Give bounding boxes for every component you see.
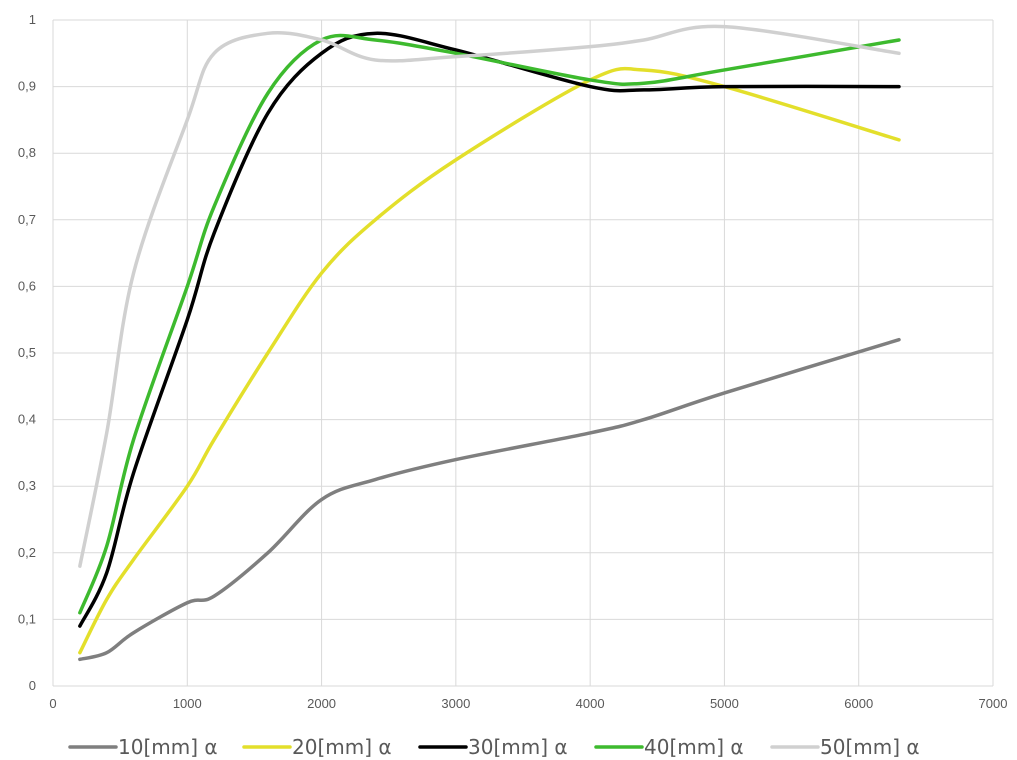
series-line-3	[78, 31, 901, 628]
legend-item-5: 50[mm] α	[770, 735, 920, 759]
y-tick-label: 0,2	[18, 545, 36, 560]
series-line-2	[78, 66, 901, 655]
x-tick-label: 6000	[844, 696, 873, 711]
y-tick-label: 0,5	[18, 345, 36, 360]
legend-label: 30[mm] α	[468, 735, 568, 759]
legend-item-2: 20[mm] α	[242, 735, 392, 759]
y-tick-label: 0,9	[18, 79, 36, 94]
legend: 10[mm] α 20[mm] α 30[mm] α 40[mm] α 50[mm] α	[68, 735, 920, 759]
series-line-4	[78, 33, 901, 615]
x-tick-label: 1000	[173, 696, 202, 711]
y-tick-label: 0,8	[18, 145, 36, 160]
y-tick-label: 0,4	[18, 412, 36, 427]
x-tick-label: 7000	[979, 696, 1008, 711]
y-tick-label: 0,7	[18, 212, 36, 227]
legend-label: 10[mm] α	[118, 735, 218, 759]
x-tick-label: 3000	[441, 696, 470, 711]
y-tick-label: 1	[29, 12, 36, 27]
legend-item-3: 30[mm] α	[418, 735, 568, 759]
x-tick-label: 5000	[710, 696, 739, 711]
legend-label: 40[mm] α	[644, 735, 744, 759]
y-tick-label: 0,1	[18, 611, 36, 626]
y-tick-label: 0,3	[18, 478, 36, 493]
series-line-5	[78, 24, 901, 568]
legend-item-4: 40[mm] α	[594, 735, 744, 759]
legend-label: 50[mm] α	[820, 735, 920, 759]
y-tick-label: 0	[29, 678, 36, 693]
legend-label: 20[mm] α	[292, 735, 392, 759]
series-lines	[78, 24, 901, 662]
y-tick-label: 0,6	[18, 278, 36, 293]
axes: 0 0,1 0,2 0,3 0,4 0,5 0,6 0,7 0,8 0,9 1 0 1000 2000 30…	[18, 12, 1008, 711]
x-tick-label: 4000	[576, 696, 605, 711]
legend-item-1: 10[mm] α	[68, 735, 218, 759]
x-tick-label: 2000	[307, 696, 336, 711]
x-tick-label: 0	[49, 696, 56, 711]
series-line-1	[78, 337, 901, 662]
